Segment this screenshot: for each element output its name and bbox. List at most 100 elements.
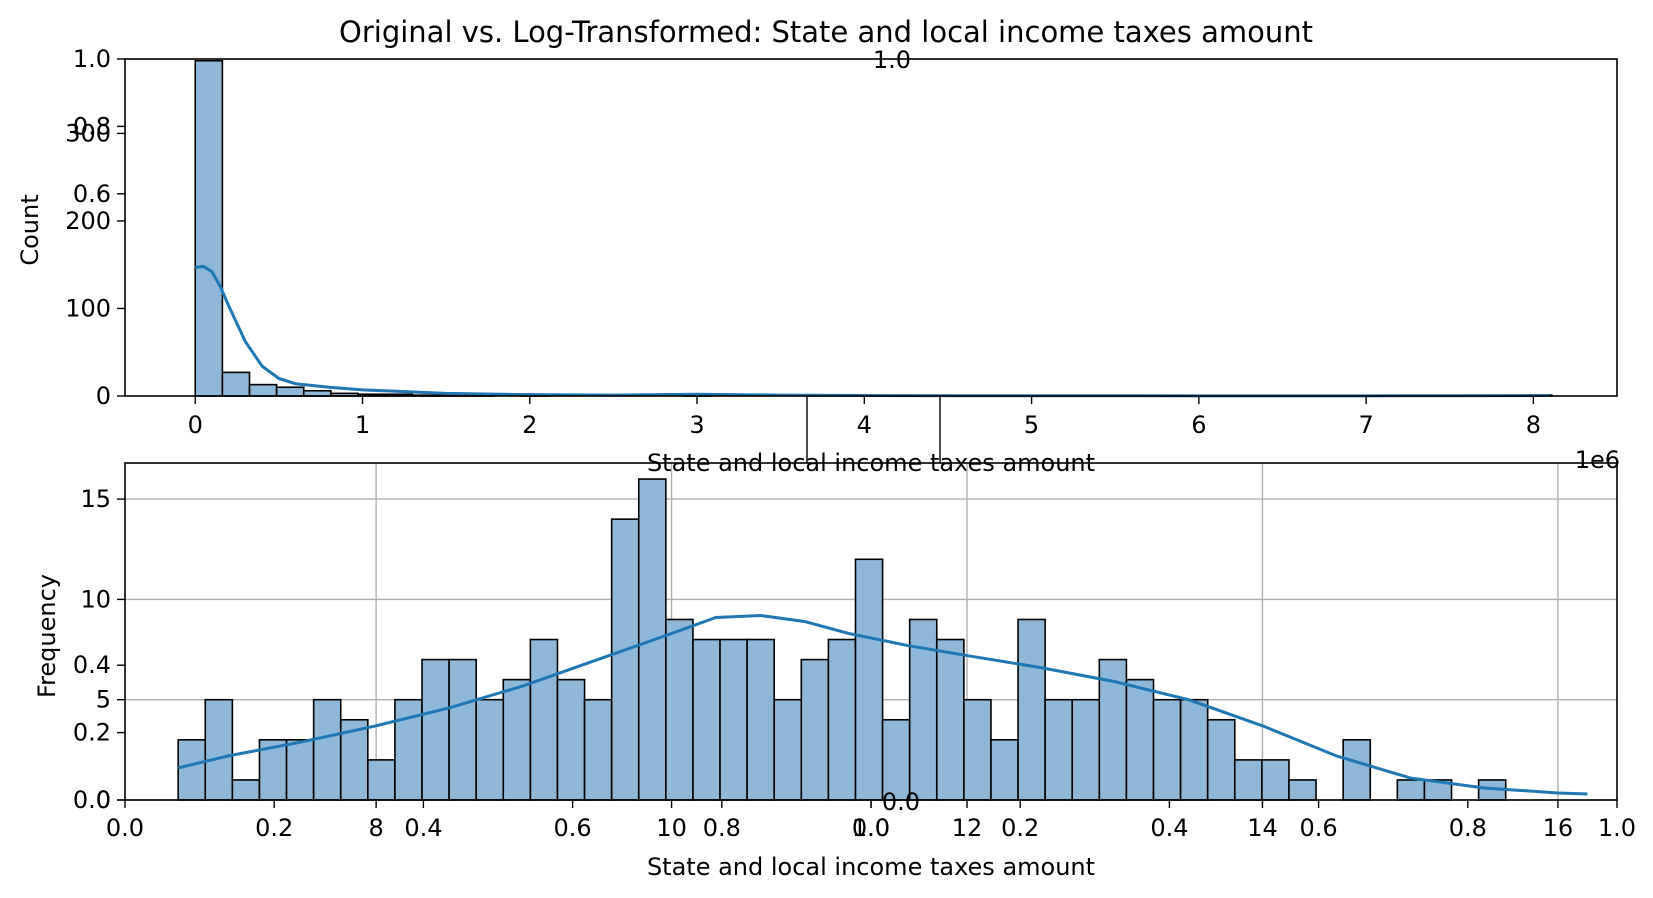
log-bar	[177, 739, 207, 801]
log-bar	[1017, 618, 1046, 801]
ghost-y-tick-label: 1.0	[73, 45, 111, 73]
log-bar	[1261, 759, 1290, 801]
original-y-tick-label: 100	[65, 294, 111, 322]
log-kde	[177, 613, 1588, 796]
log-bar	[854, 558, 884, 801]
log-bar	[1288, 779, 1317, 801]
ghost-title-original: 1.0	[873, 46, 911, 74]
log-bar	[610, 518, 640, 801]
ghost-x-tick-label: 1.0	[1598, 814, 1636, 842]
original-bar	[194, 59, 224, 397]
ghost-axis-original: 0.6 0.8 1.0	[73, 45, 941, 463]
log-bar	[1125, 678, 1155, 801]
log-bar	[719, 638, 748, 801]
original-x-tick-label: 7	[1358, 411, 1373, 439]
log-bar	[367, 759, 396, 801]
log-bar	[421, 658, 450, 801]
log-kde-line	[177, 613, 1588, 796]
log-y-tick-label: 10	[80, 585, 111, 613]
original-x-tick-label: 6	[1191, 411, 1206, 439]
log-bar	[1206, 718, 1236, 801]
log-bar	[665, 618, 694, 801]
log-bar	[692, 638, 721, 801]
original-x-tick-label: 2	[522, 411, 537, 439]
original-y-tick-label: 200	[65, 207, 111, 235]
log-bar	[1179, 698, 1209, 801]
log-bar	[935, 638, 965, 801]
original-bar	[248, 383, 278, 397]
ghost-x-tick-label: 0.4	[1150, 814, 1188, 842]
figure-suptitle: Original vs. Log-Transformed: State and …	[339, 15, 1313, 49]
ghost-x-tick-label: 0.6	[1300, 814, 1338, 842]
log-y-tick-label: 0	[96, 786, 111, 814]
log-bar	[1396, 779, 1426, 801]
log-x-tick-label: 16	[1543, 814, 1574, 842]
ghost-y-tick-label: 0.0	[73, 786, 111, 814]
log-bars	[177, 478, 1507, 801]
ghost-axis-log: 0.0 0.2 0.4 0.6 0.8 1.00.0 0.2 0.4 0.6 0.8 1.00.00…	[73, 651, 1636, 842]
log-bar	[800, 658, 830, 801]
log-bar	[1233, 759, 1263, 801]
original-y-label: Count	[16, 194, 44, 265]
log-x-label: State and local income taxes amount	[647, 853, 1095, 881]
ghost-x-tick-label: 0.0	[106, 814, 144, 842]
log-bar	[1152, 698, 1182, 801]
original-bar	[275, 386, 305, 397]
log-bar	[502, 678, 532, 801]
ghost-x-tick-label: 1.0	[852, 814, 890, 842]
log-x-tick-label: 10	[656, 814, 687, 842]
original-y-tick-label: 0	[96, 382, 111, 410]
log-bar	[773, 698, 803, 801]
log-bar	[475, 698, 505, 801]
original-bar	[221, 371, 251, 397]
log-x-tick-label: 14	[1247, 814, 1278, 842]
ghost-y-tick-label: 0.8	[73, 112, 111, 140]
log-bar	[231, 779, 261, 801]
log-y-tick-label: 15	[80, 485, 111, 513]
ghost-y-tick-label: 0.6	[73, 180, 111, 208]
ghost-y-tick-label: 0.4	[73, 651, 111, 679]
original-ticks: 0 1 2 3 4 5 6 7 8 0 100 200 300	[65, 119, 1541, 439]
ghost-x-tick-label: 0.8	[1449, 814, 1487, 842]
log-bar	[1342, 739, 1372, 801]
ghost-x-tick-label: 0.2	[255, 814, 293, 842]
log-bar	[963, 698, 992, 801]
log-x-tick-label: 12	[952, 814, 983, 842]
log-bar	[827, 638, 857, 801]
log-bar	[529, 638, 559, 801]
original-x-tick-label: 8	[1526, 411, 1541, 439]
log-plot-frame	[124, 462, 1618, 801]
original-x-tick-label: 5	[1024, 411, 1039, 439]
original-x-offset-text: 1e6	[1575, 446, 1620, 474]
ghost-x-tick-label: 0.8	[703, 814, 741, 842]
ghost-x-tick-label: 0.4	[404, 814, 442, 842]
log-bar	[746, 638, 776, 801]
original-x-tick-label: 4	[857, 411, 872, 439]
log-bar	[285, 739, 315, 801]
log-bar	[448, 658, 477, 801]
log-bar	[881, 718, 911, 801]
log-x-tick-label: 8	[368, 814, 383, 842]
log-bar	[556, 678, 586, 801]
ghost-y-tick-label: 0.2	[73, 719, 111, 747]
original-x-tick-label: 3	[689, 411, 704, 439]
log-bar	[312, 698, 342, 801]
original-plot-frame	[124, 58, 1618, 397]
original-x-tick-label: 0	[188, 411, 203, 439]
log-bar	[1071, 698, 1101, 801]
ghost-title-log: 0.0	[882, 788, 920, 816]
log-bar	[583, 698, 613, 801]
original-y-tick-label: 300	[65, 119, 111, 147]
ghost-x-tick-label: 0.2	[1001, 814, 1039, 842]
log-bar	[204, 698, 234, 801]
ghost-x-tick-label: 0.0	[852, 814, 890, 842]
original-x-tick-label: 1	[355, 411, 370, 439]
log-bar	[990, 739, 1019, 801]
log-bar	[1044, 698, 1074, 801]
ghost-x-tick-label: 0.6	[554, 814, 592, 842]
log-y-label: Frequency	[33, 574, 61, 698]
log-y-tick-label: 5	[96, 686, 111, 714]
log-ticks: 8 10 12 14 16 0 5 10 15	[80, 485, 1573, 842]
